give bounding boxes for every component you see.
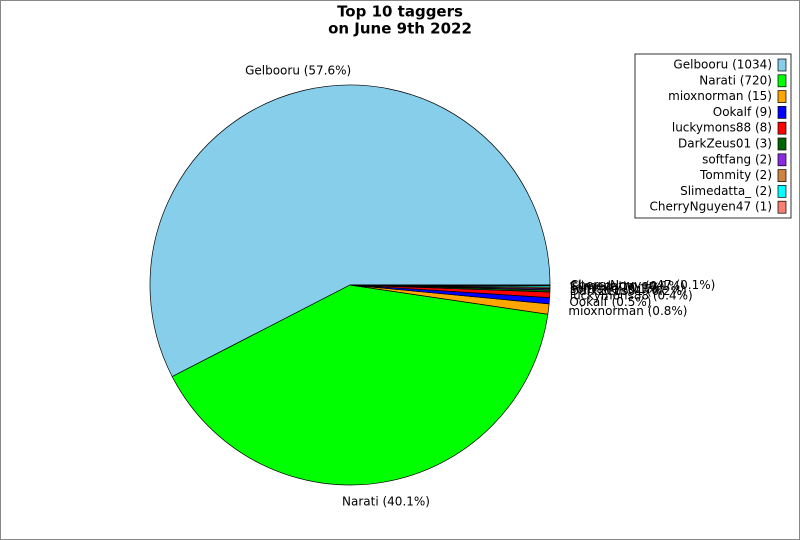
- chart-title: Top 10 taggers: [337, 3, 463, 21]
- legend-swatch: [777, 74, 787, 88]
- legend-swatch: [777, 58, 787, 72]
- slice-label: Narati (40.1%): [342, 495, 430, 509]
- slice-label: Ookalf (0.5%): [569, 295, 651, 309]
- legend-label: Slimedatta_ (2): [680, 184, 772, 198]
- legend-swatch: [777, 137, 787, 151]
- pie-slice: [171, 284, 549, 486]
- legend-swatch: [777, 153, 787, 167]
- slice-label: softfang (0.1%): [570, 282, 663, 296]
- legend-box: [634, 53, 792, 219]
- pie-slice: [349, 284, 551, 287]
- pie-slice: [149, 84, 551, 378]
- legend-label: Ookalf (9): [713, 105, 772, 119]
- legend-swatch: [777, 200, 787, 214]
- slice-label: Tommity (0.1%): [569, 281, 665, 295]
- slice-label: Slimedatta_ (0.1%): [570, 279, 685, 293]
- legend-swatch: [777, 121, 787, 135]
- legend-label: Gelbooru (1034): [673, 58, 772, 72]
- legend-label: softfang (2): [702, 152, 772, 166]
- legend-swatch: [777, 90, 787, 103]
- legend-label: mioxnorman (15): [668, 89, 772, 103]
- slice-label: Gelbooru (57.6%): [245, 64, 351, 78]
- legend-label: luckymons88 (8): [672, 121, 772, 135]
- legend-label: DarkZeus01 (3): [678, 137, 772, 151]
- legend-swatch: [777, 169, 787, 182]
- slice-label: mioxnorman (0.8%): [568, 304, 687, 318]
- legend-label: Narati (720): [699, 73, 772, 87]
- legend-swatch: [777, 106, 787, 119]
- slice-label: luckymons88 (0.4%): [570, 288, 693, 302]
- legend-label: CherryNguyen47 (1): [650, 200, 773, 214]
- legend-swatch: [777, 185, 787, 198]
- chart-title: on June 9th 2022: [328, 20, 472, 38]
- legend-label: Tommity (2): [699, 168, 772, 182]
- slice-label: DarkZeus01 (0.2%): [570, 284, 687, 298]
- slice-label: CherryNguyen47 (0.1%): [570, 278, 715, 292]
